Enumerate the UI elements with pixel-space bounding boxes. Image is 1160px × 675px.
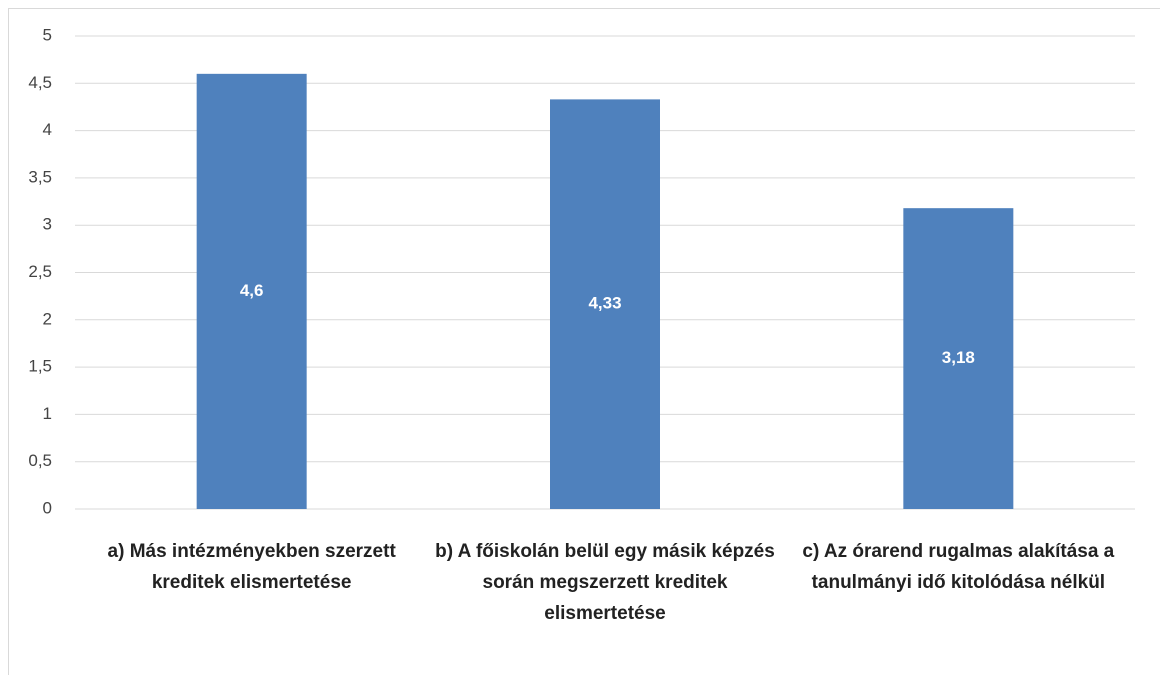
y-tick-label: 1,5 [28, 357, 52, 376]
y-tick-label: 4 [43, 120, 52, 139]
chart-border [8, 8, 1160, 675]
y-tick-label: 0 [43, 498, 52, 517]
y-tick-label: 0,5 [28, 451, 52, 470]
y-tick-label: 3 [43, 215, 52, 234]
value-label: 3,18 [942, 348, 975, 367]
y-tick-label: 3,5 [28, 167, 52, 186]
bar [550, 99, 660, 509]
bar [903, 208, 1014, 509]
y-tick-label: 2 [43, 309, 52, 328]
value-label: 4,33 [588, 294, 621, 313]
y-tick-label: 2,5 [28, 262, 52, 281]
y-tick-label: 4,5 [28, 73, 52, 92]
value-label: 4,6 [240, 281, 264, 300]
y-tick-label: 1 [43, 404, 52, 423]
x-tick-label: a) Más intézményekben szerzett kreditek … [107, 541, 396, 593]
bar [196, 73, 307, 509]
x-tick-label: b) A főiskolán belül egy másik képzés so… [435, 541, 775, 624]
y-tick-label: 5 [43, 25, 52, 44]
x-tick-label: c) Az órarend rugalmas alakítása a tanul… [802, 541, 1115, 593]
